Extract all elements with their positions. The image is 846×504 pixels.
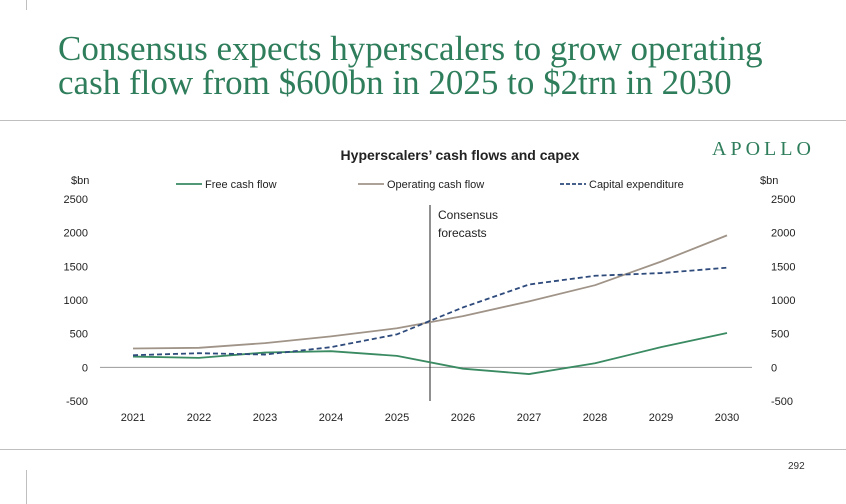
- page-title: Consensus expects hyperscalers to grow o…: [58, 29, 763, 102]
- x-tick-label: 2026: [451, 412, 475, 424]
- y-tick-label-left: 500: [70, 329, 88, 341]
- y-tick-label-left: 0: [82, 362, 88, 374]
- x-tick-label: 2022: [187, 412, 211, 424]
- y-tick-label-right: 1500: [771, 261, 795, 273]
- annotation-text: Consensus: [438, 208, 498, 222]
- y-tick-label-left: 2500: [64, 194, 88, 206]
- x-tick-label: 2029: [649, 412, 673, 424]
- y-tick-label-right: -500: [771, 396, 793, 408]
- series-line-capital-expenditure: [132, 266, 728, 357]
- left-edge-mark: [26, 470, 27, 504]
- left-edge-mark: [26, 0, 27, 10]
- series-group: [132, 234, 728, 375]
- y-axis-label-right: $bn: [760, 175, 778, 187]
- y-tick-label-left: -500: [66, 396, 88, 408]
- brand-logo: APOLLO: [712, 138, 815, 160]
- y-tick-label-left: 1000: [64, 295, 88, 307]
- x-tick-label: 2025: [385, 412, 409, 424]
- divider: [0, 120, 846, 121]
- annotation: Consensus forecasts: [429, 205, 498, 401]
- y-tick-label-right: 2000: [771, 228, 795, 240]
- divider: [0, 449, 846, 450]
- annotation-text: forecasts: [438, 226, 487, 240]
- x-tick-label: 2021: [121, 412, 145, 424]
- legend-label: Free cash flow: [205, 179, 277, 191]
- x-tick-label: 2027: [517, 412, 541, 424]
- series-line-free-cash-flow: [132, 332, 728, 375]
- legend-label: Capital expenditure: [589, 179, 684, 191]
- y-tick-label-right: 0: [771, 362, 777, 374]
- legend-label: Operating cash flow: [387, 179, 484, 191]
- x-tick-label: 2028: [583, 412, 607, 424]
- axes: -500 -500 0 0 500 500 1000 1000 1500 1500 2000 2000…: [64, 194, 796, 424]
- y-tick-label-right: 500: [771, 329, 789, 341]
- y-tick-label-right: 1000: [771, 295, 795, 307]
- x-tick-label: 2024: [319, 412, 343, 424]
- y-axis-label-left: $bn: [71, 175, 89, 187]
- y-tick-label-left: 2000: [64, 228, 88, 240]
- page-number: 292: [788, 461, 805, 472]
- x-tick-label: 2030: [715, 412, 739, 424]
- y-tick-label-right: 2500: [771, 194, 795, 206]
- x-tick-label: 2023: [253, 412, 277, 424]
- y-tick-label-left: 1500: [64, 261, 88, 273]
- series-line-operating-cash-flow: [132, 234, 728, 350]
- legend: Free cash flow Operating cash flow Capital…: [176, 179, 684, 191]
- chart-title: Hyperscalers’ cash flows and capex: [341, 147, 580, 163]
